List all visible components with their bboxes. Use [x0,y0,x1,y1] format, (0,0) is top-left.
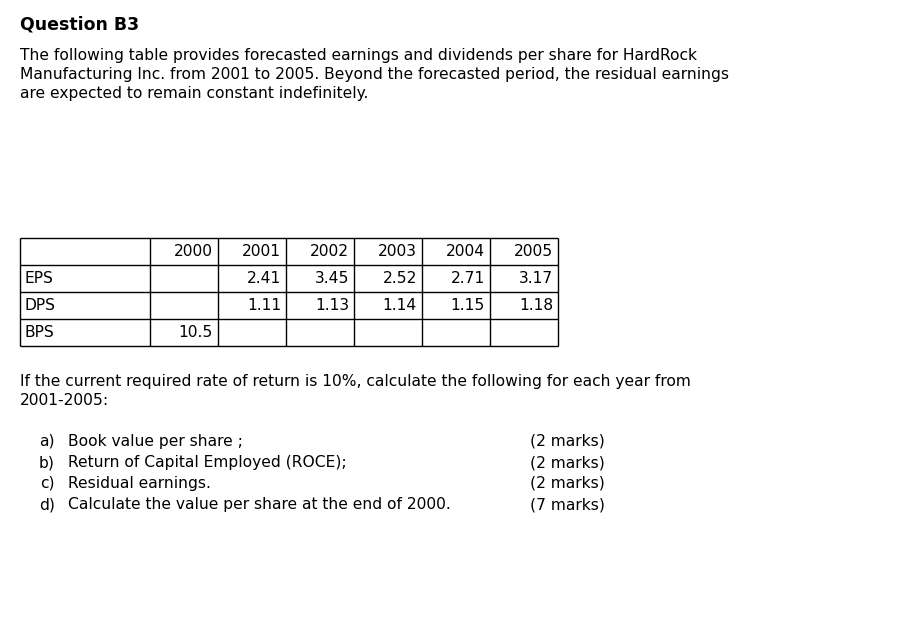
Text: 2000: 2000 [174,244,213,259]
Text: Calculate the value per share at the end of 2000.: Calculate the value per share at the end… [68,497,451,512]
Text: c): c) [40,476,55,491]
Text: 2005: 2005 [514,244,553,259]
Text: 2001-2005:: 2001-2005: [20,393,109,408]
Text: 2.71: 2.71 [451,271,485,286]
Text: 10.5: 10.5 [179,325,213,340]
Text: If the current required rate of return is 10%, calculate the following for each : If the current required rate of return i… [20,374,691,389]
Text: 1.15: 1.15 [451,298,485,313]
Text: 2003: 2003 [378,244,417,259]
Text: Return of Capital Employed (ROCE);: Return of Capital Employed (ROCE); [68,455,347,470]
Text: Residual earnings.: Residual earnings. [68,476,211,491]
Text: 2004: 2004 [446,244,485,259]
Text: 1.14: 1.14 [383,298,417,313]
Text: 2002: 2002 [310,244,349,259]
Text: 1.11: 1.11 [247,298,281,313]
Text: 2001: 2001 [242,244,281,259]
Text: The following table provides forecasted earnings and dividends per share for Har: The following table provides forecasted … [20,48,697,63]
Text: 1.13: 1.13 [315,298,349,313]
Text: (2 marks): (2 marks) [530,434,605,449]
Text: 3.45: 3.45 [315,271,349,286]
Text: (2 marks): (2 marks) [530,455,605,470]
Text: Manufacturing Inc. from 2001 to 2005. Beyond the forecasted period, the residual: Manufacturing Inc. from 2001 to 2005. Be… [20,67,729,82]
Text: Book value per share ;: Book value per share ; [68,434,243,449]
Text: (7 marks): (7 marks) [530,497,605,512]
Text: 1.18: 1.18 [519,298,553,313]
Text: Question B3: Question B3 [20,16,140,34]
Text: EPS: EPS [25,271,54,286]
Text: d): d) [39,497,55,512]
Text: are expected to remain constant indefinitely.: are expected to remain constant indefini… [20,86,368,101]
Text: a): a) [39,434,55,449]
Text: DPS: DPS [25,298,56,313]
Text: 2.52: 2.52 [383,271,417,286]
Text: b): b) [39,455,55,470]
Text: (2 marks): (2 marks) [530,476,605,491]
Text: 3.17: 3.17 [519,271,553,286]
Text: BPS: BPS [25,325,55,340]
Text: 2.41: 2.41 [247,271,281,286]
